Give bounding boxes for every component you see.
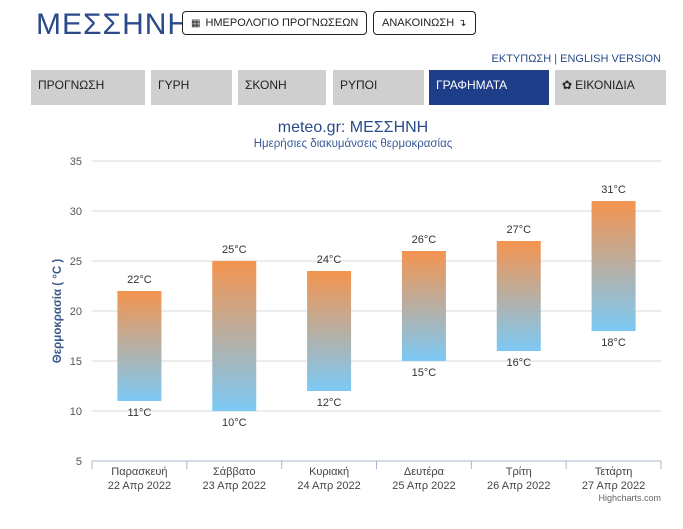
x-tick-day: Δευτέρα xyxy=(404,466,445,478)
x-tick-date: 23 Απρ 2022 xyxy=(203,480,266,492)
max-temp-label: 26°C xyxy=(412,234,437,246)
tab-pollen[interactable]: ΓΥΡΗ xyxy=(151,70,232,105)
x-tick-date: 24 Απρ 2022 xyxy=(297,480,360,492)
x-tick-date: 27 Απρ 2022 xyxy=(582,480,645,492)
tab-pollutants-label: ΡΥΠΟΙ xyxy=(340,78,378,92)
tab-pollen-label: ΓΥΡΗ xyxy=(158,78,190,92)
tab-icons-label: ΕΙΚΟΝΙΔΙΑ xyxy=(575,78,635,92)
y-tick-label: 35 xyxy=(70,156,82,168)
calendar-icon: ▦ xyxy=(191,17,201,29)
lang-links: ΕΚΤΥΠΩΣΗ | ENGLISH VERSION xyxy=(492,53,661,65)
temperature-bar[interactable] xyxy=(212,261,257,411)
tab-dust-label: ΣΚΟΝΗ xyxy=(245,78,287,92)
english-version-link[interactable]: ENGLISH VERSION xyxy=(560,53,661,65)
tab-icons[interactable]: ✿ ΕΙΚΟΝΙΔΙΑ xyxy=(555,70,666,105)
x-tick-date: 22 Απρ 2022 xyxy=(108,480,171,492)
tab-charts[interactable]: ΓΡΑΦΗΜΑΤΑ xyxy=(429,70,549,105)
min-temp-label: 15°C xyxy=(412,367,437,379)
announcement-button-label: ΑΝΑΚΟΙΝΩΣΗ xyxy=(382,17,455,29)
min-temp-label: 18°C xyxy=(601,337,626,349)
y-tick-label: 20 xyxy=(70,306,82,318)
y-tick-label: 10 xyxy=(70,406,82,418)
y-tick-label: 30 xyxy=(70,206,82,218)
temperature-bar[interactable] xyxy=(496,241,541,351)
links-separator: | xyxy=(554,53,558,65)
tab-charts-label: ΓΡΑΦΗΜΑΤΑ xyxy=(436,78,508,92)
arrow-icon: ↴ xyxy=(458,17,467,29)
tab-forecast-label: ΠΡΟΓΝΩΣΗ xyxy=(38,78,105,92)
max-temp-label: 22°C xyxy=(127,274,152,286)
x-tick-day: Σάββατο xyxy=(213,466,255,478)
x-tick-day: Τετάρτη xyxy=(595,466,633,478)
temperature-bar[interactable] xyxy=(117,291,162,401)
x-tick-day: Τρίτη xyxy=(506,466,532,478)
y-tick-label: 15 xyxy=(70,356,82,368)
max-temp-label: 27°C xyxy=(506,224,531,236)
min-temp-label: 10°C xyxy=(222,417,247,429)
y-tick-label: 25 xyxy=(70,256,82,268)
y-tick-label: 5 xyxy=(76,456,82,468)
tab-forecast[interactable]: ΠΡΟΓΝΩΣΗ xyxy=(31,70,145,105)
x-tick-day: Παρασκευή xyxy=(111,466,167,478)
max-temp-label: 31°C xyxy=(601,184,626,196)
temperature-bar[interactable] xyxy=(591,201,636,331)
gear-icon: ✿ xyxy=(562,78,573,92)
x-tick-day: Κυριακή xyxy=(309,466,349,478)
temperature-bar[interactable] xyxy=(401,251,446,361)
max-temp-label: 24°C xyxy=(317,254,342,266)
min-temp-label: 16°C xyxy=(506,357,531,369)
min-temp-label: 11°C xyxy=(128,407,152,419)
x-tick-date: 26 Απρ 2022 xyxy=(487,480,550,492)
y-axis-label: Θερμοκρασία ( °C ) xyxy=(52,259,64,364)
chart-subtitle: Ημερήσιες διακυμάνσεις θερμοκρασίας xyxy=(254,138,453,150)
print-link[interactable]: ΕΚΤΥΠΩΣΗ xyxy=(491,53,552,65)
max-temp-label: 25°C xyxy=(222,244,247,256)
site-title: ΜΕΣΣΗΝΗ xyxy=(36,8,191,41)
announcement-button[interactable]: ΑΝΑΚΟΙΝΩΣΗ ↴ xyxy=(373,11,476,35)
chart-credit[interactable]: Highcharts.com xyxy=(598,493,661,503)
calendar-button[interactable]: ▦ ΗΜΕΡΟΛΟΓΙΟ ΠΡΟΓΝΩΣΕΩΝ xyxy=(182,11,368,35)
chart-title: meteo.gr: ΜΕΣΣΗΝΗ xyxy=(278,119,428,136)
calendar-button-label: ΗΜΕΡΟΛΟΓΙΟ ΠΡΟΓΝΩΣΕΩΝ xyxy=(205,17,359,29)
x-tick-date: 25 Απρ 2022 xyxy=(392,480,455,492)
temperature-bar[interactable] xyxy=(307,271,352,391)
tab-pollutants[interactable]: ΡΥΠΟΙ xyxy=(333,70,424,105)
min-temp-label: 12°C xyxy=(317,397,342,409)
tab-dust[interactable]: ΣΚΟΝΗ xyxy=(238,70,326,105)
